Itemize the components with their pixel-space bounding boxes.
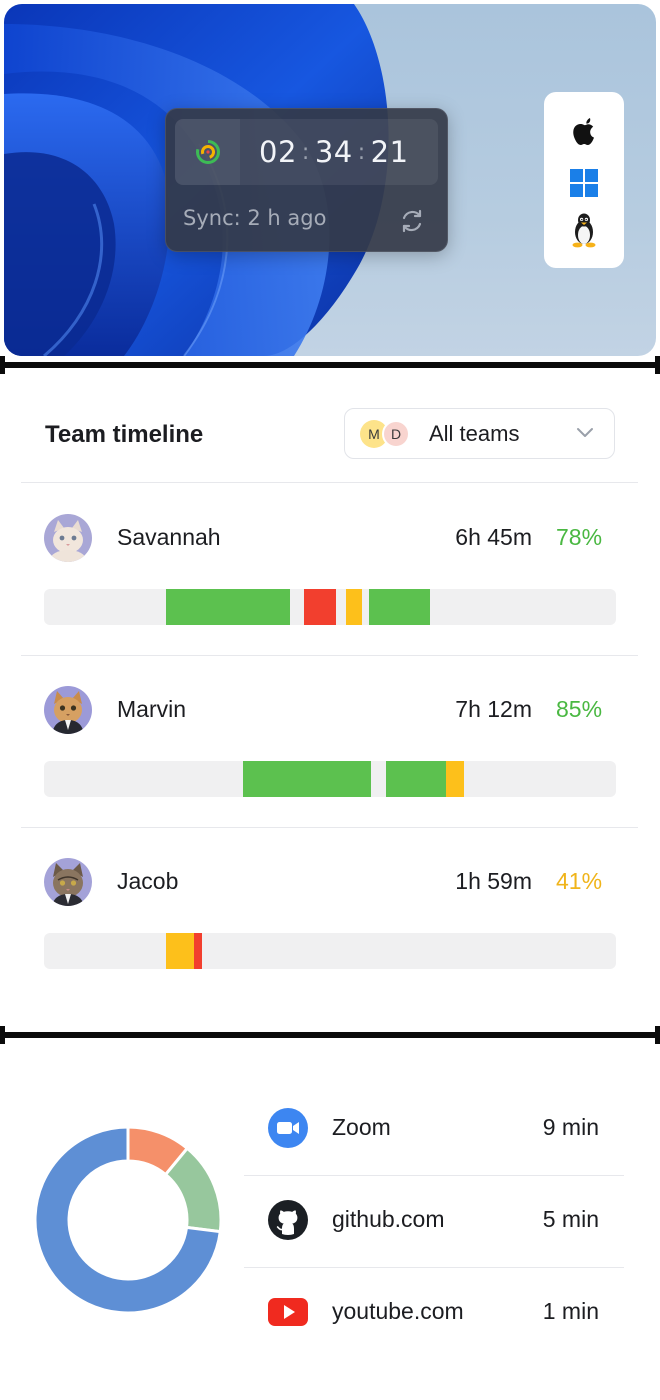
team-member-row[interactable]: Marvin 7h 12m 85%: [0, 654, 660, 826]
activity-segment[interactable]: [243, 761, 372, 797]
row-divider: [244, 1175, 624, 1176]
chevron-down-icon: [577, 428, 593, 437]
activity-segment[interactable]: [346, 589, 363, 625]
team-member-row[interactable]: Savannah 6h 45m 78%: [0, 482, 660, 654]
activity-rings-icon: [196, 140, 220, 164]
timer-display: 02:34:21: [259, 135, 409, 169]
linux-icon: [572, 213, 596, 248]
row-divider: [21, 482, 638, 483]
timer-row: 02:34:21: [175, 119, 438, 185]
donut-slice-3: [34, 1126, 222, 1314]
member-name: Marvin: [117, 696, 187, 722]
activity-timeline-bar: [44, 761, 616, 797]
app-usage-row[interactable]: Zoom 9 min: [244, 1082, 624, 1174]
activity-segment[interactable]: [193, 933, 202, 969]
row-divider: [244, 1267, 624, 1268]
cat-avatar-icon: [44, 858, 92, 906]
avatar: [44, 514, 92, 562]
team-filter-dropdown[interactable]: M D All teams: [344, 408, 615, 459]
desktop-preview: 02:34:21 Sync: 2 h ago: [4, 4, 656, 356]
activity-segment[interactable]: [165, 933, 194, 969]
app-duration: 9 min: [542, 1114, 599, 1140]
windows-icon: [570, 169, 598, 197]
team-filter-label: All teams: [429, 421, 520, 446]
activity-segment[interactable]: [369, 589, 430, 625]
avatar: [44, 686, 92, 734]
activity-segment[interactable]: [446, 761, 465, 797]
timer-seconds: 21: [370, 135, 409, 169]
tracker-widget: 02:34:21 Sync: 2 h ago: [165, 108, 448, 252]
apple-icon: [573, 118, 594, 145]
section-separator: [0, 356, 660, 374]
app-duration: 1 min: [542, 1298, 599, 1324]
member-name: Savannah: [117, 524, 221, 550]
timer-icon-box[interactable]: [175, 119, 240, 185]
sync-status: Sync: 2 h ago: [183, 206, 327, 230]
app-name: github.com: [332, 1206, 445, 1232]
timeline-title: Team timeline: [45, 421, 204, 448]
team-member-row[interactable]: Jacob 1h 59m 41%: [0, 826, 660, 998]
app-usage-row[interactable]: github.com 5 min: [244, 1174, 624, 1266]
member-name: Jacob: [117, 868, 179, 894]
member-productivity: 85%: [556, 696, 603, 722]
timer-minutes: 34: [314, 135, 353, 169]
app-usage-row[interactable]: youtube.com 1 min: [244, 1266, 624, 1358]
usage-donut-chart: [34, 1126, 222, 1314]
member-productivity: 78%: [556, 524, 603, 550]
row-divider: [21, 655, 638, 656]
activity-segment[interactable]: [166, 589, 290, 625]
youtube-icon: [268, 1298, 308, 1326]
activity-segment[interactable]: [386, 761, 447, 797]
timer-separator: :: [357, 140, 366, 165]
row-divider: [21, 827, 638, 828]
app-duration: 5 min: [542, 1206, 599, 1232]
member-productivity: 41%: [556, 868, 603, 894]
app-name: Zoom: [332, 1114, 391, 1140]
github-icon: [268, 1200, 308, 1240]
timer-separator: :: [301, 140, 310, 165]
activity-timeline-bar: [44, 589, 616, 625]
refresh-icon[interactable]: [397, 206, 427, 236]
activity-timeline-bar: [44, 933, 616, 969]
team-avatar-d: D: [382, 420, 410, 448]
avatar: [44, 858, 92, 906]
member-time: 1h 59m: [455, 868, 532, 894]
windows-wallpaper: [4, 4, 389, 356]
zoom-icon: [268, 1108, 308, 1148]
cat-avatar-icon: [44, 686, 92, 734]
timer-hours: 02: [259, 135, 297, 169]
os-support-card: [544, 92, 624, 268]
section-separator: [0, 1026, 660, 1044]
member-time: 7h 12m: [455, 696, 532, 722]
member-time: 6h 45m: [455, 524, 532, 550]
app-name: youtube.com: [332, 1298, 464, 1324]
cat-avatar-icon: [44, 514, 92, 562]
activity-segment[interactable]: [304, 589, 336, 625]
